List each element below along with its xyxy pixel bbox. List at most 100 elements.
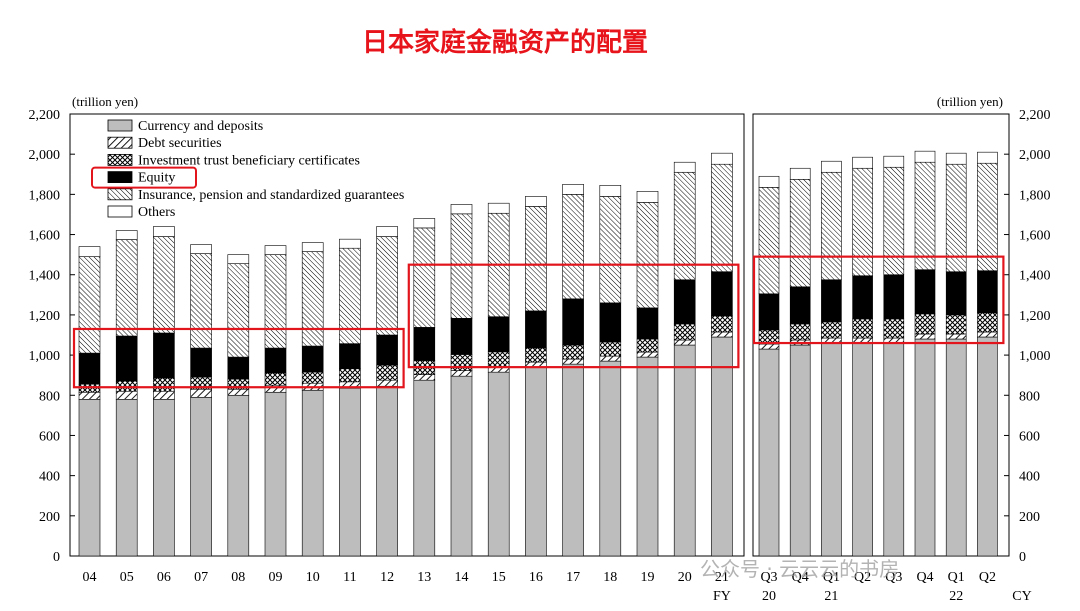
annual-debt-segment [673, 339, 696, 346]
quarterly-equity-segment [977, 270, 998, 314]
quarter-year-label: 20 [762, 589, 776, 604]
quarterly-x-tick-label: Q3 [760, 570, 777, 585]
legend-label: Others [138, 205, 175, 220]
annual-currency-segment [115, 398, 138, 557]
annual-equity-segment [376, 334, 398, 366]
annual-currency-segment [636, 356, 659, 557]
annual-debt-segment [78, 391, 101, 400]
annual-currency-segment [153, 398, 175, 557]
unit-label-left: (trillion yen) [72, 94, 138, 109]
annual-debt-segment [190, 388, 212, 398]
legend-label: Debt securities [138, 136, 222, 151]
quarterly-x-tick-label: Q1 [823, 570, 840, 585]
quarterly-currency-segment [945, 338, 967, 557]
annual-x-tick-label: 17 [566, 570, 580, 585]
quarterly-x-tick-label: Q4 [916, 570, 933, 585]
annual-others-segment [673, 161, 696, 173]
quarterly-equity-segment [852, 275, 873, 320]
annual-currency-segment [450, 375, 473, 557]
annual-x-tick-label: 08 [231, 570, 245, 585]
legend-label: Currency and deposits [138, 119, 263, 134]
annual-debt-segment [562, 358, 584, 365]
quarterly-currency-segment [852, 342, 873, 557]
y-tick-label-right: 2,000 [1019, 148, 1051, 163]
annual-insurance-segment [78, 256, 101, 354]
y-tick-label-right: 1,200 [1019, 309, 1051, 324]
annual-insurance-segment [599, 196, 622, 304]
quarterly-others-segment [852, 156, 873, 169]
annual-others-segment [190, 244, 212, 254]
quarterly-currency-segment [758, 348, 780, 557]
annual-equity-segment [78, 352, 101, 385]
legend-swatch [107, 188, 133, 201]
annual-equity-segment [487, 316, 510, 353]
chart-title: 日本家庭金融资产的配置 [361, 28, 648, 58]
quarterly-others-segment [977, 151, 998, 164]
quarterly-insurance-segment [883, 166, 905, 276]
annual-currency-segment [376, 385, 398, 557]
annual-debt-segment [376, 379, 398, 387]
y-tick-label-left: 1,400 [29, 269, 61, 284]
annual-x-tick-label: 10 [306, 570, 320, 585]
annual-others-segment [301, 242, 324, 252]
legend-label: Equity [138, 171, 175, 186]
quarterly-x-tick-label: Q1 [948, 570, 965, 585]
annual-others-segment [413, 218, 436, 229]
annual-others-segment [153, 226, 175, 237]
y-tick-label-left: 0 [53, 550, 60, 565]
annual-insurance-segment [525, 206, 547, 312]
annual-others-segment [339, 238, 361, 249]
annual-currency-segment [301, 389, 324, 557]
quarterly-x-tick-label: Q3 [885, 570, 902, 585]
y-tick-label-left: 1,600 [29, 229, 61, 244]
annual-investment-trust-segment [711, 315, 733, 333]
annual-currency-segment [673, 344, 696, 557]
legend-swatch [107, 136, 133, 149]
y-tick-label-left: 1,000 [29, 349, 61, 364]
quarterly-equity-segment [914, 269, 936, 315]
annual-currency-segment [227, 394, 250, 557]
annual-insurance-segment [153, 236, 175, 334]
annual-debt-segment [599, 355, 622, 362]
annual-equity-segment [264, 347, 287, 374]
cy-axis-note: CY [1012, 589, 1031, 604]
y-tick-label-left: 2,200 [29, 108, 61, 123]
annual-others-segment [525, 196, 547, 207]
annual-insurance-segment [115, 239, 138, 337]
quarterly-currency-segment [977, 336, 998, 557]
y-tick-label-right: 0 [1019, 550, 1026, 565]
annual-insurance-segment [450, 213, 473, 319]
y-tick-label-left: 1,200 [29, 309, 61, 324]
quarterly-x-tick-label: Q2 [979, 570, 996, 585]
quarterly-debt-segment [977, 331, 998, 338]
annual-equity-segment [599, 302, 622, 343]
annual-others-segment [599, 185, 622, 197]
annual-equity-segment [301, 345, 324, 373]
quarterly-insurance-segment [758, 187, 780, 295]
annual-debt-segment [115, 390, 138, 400]
quarterly-x-tick-label: Q4 [792, 570, 809, 585]
y-tick-label-right: 400 [1019, 470, 1040, 485]
quarter-year-label: 21 [824, 589, 838, 604]
annual-others-segment [450, 204, 473, 215]
annual-x-tick-label: 14 [455, 570, 469, 585]
annual-debt-segment [636, 351, 659, 358]
annual-equity-segment [413, 327, 436, 361]
annual-insurance-segment [562, 194, 584, 300]
quarterly-insurance-segment [789, 178, 811, 288]
quarterly-others-segment [914, 150, 936, 163]
quarterly-insurance-segment [821, 171, 842, 281]
annual-others-segment [227, 254, 250, 264]
watermark-text: 公众号 · 云云云的书房 [700, 557, 900, 581]
y-tick-label-left: 600 [39, 429, 60, 444]
annual-others-segment [636, 191, 659, 203]
y-tick-label-left: 2,000 [29, 148, 61, 163]
highlight-boxes [72, 166, 1005, 389]
y-tick-label-left: 1,800 [29, 188, 61, 203]
annual-currency-segment [525, 366, 547, 557]
annual-insurance-segment [190, 253, 212, 349]
quarterly-currency-segment [789, 344, 811, 557]
quarterly-x-tick-label: Q2 [854, 570, 871, 585]
legend-label: Investment trust beneficiary certificate… [138, 153, 360, 168]
annual-insurance-segment [636, 202, 659, 309]
